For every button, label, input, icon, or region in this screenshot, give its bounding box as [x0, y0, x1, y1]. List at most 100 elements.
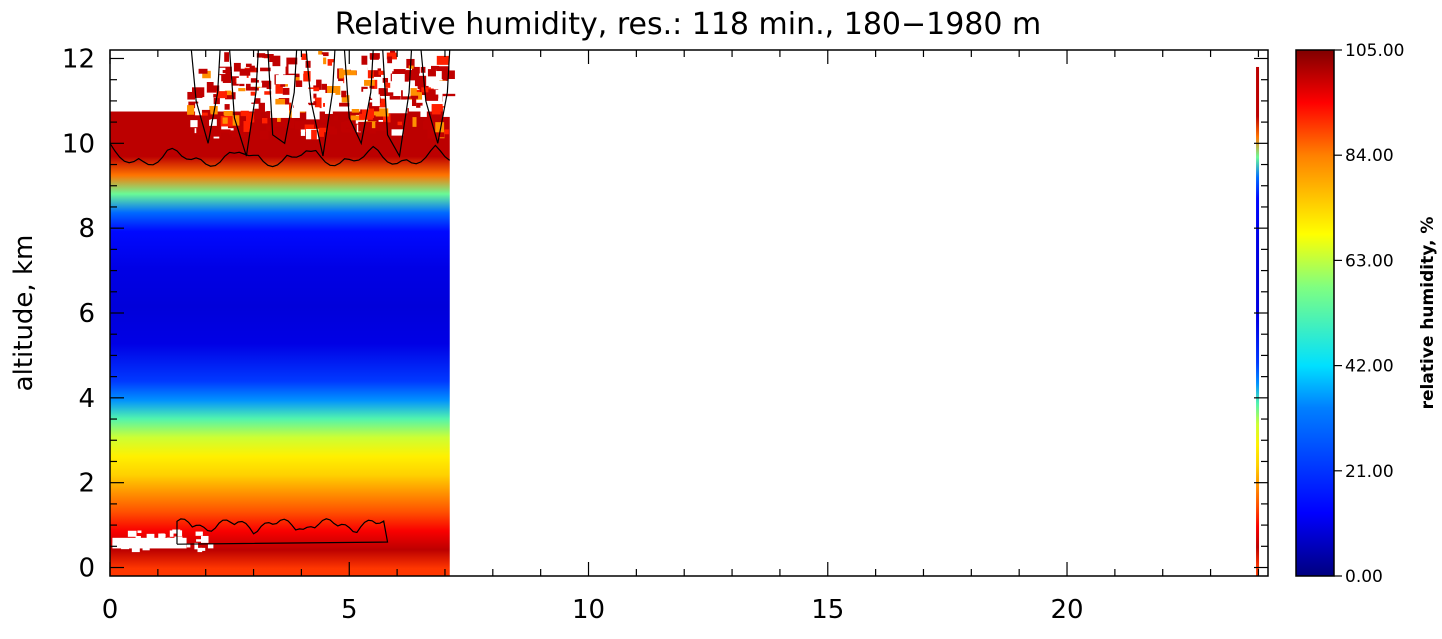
speckle-gap [343, 62, 362, 70]
speckle-cell [442, 96, 457, 104]
speckle-cell [187, 105, 195, 115]
speckle-cell [414, 75, 427, 87]
speckle-cell [444, 129, 449, 135]
speckle-cell [300, 124, 315, 132]
speckle-gap [194, 542, 199, 550]
speckle-cell [416, 102, 423, 108]
speckle-cell [284, 123, 294, 129]
speckle-cell [341, 95, 350, 103]
speckle-cell [327, 59, 335, 66]
speckle-gap [324, 103, 333, 114]
speckle-gap [435, 89, 443, 95]
speckle-gap [174, 536, 183, 539]
speckle-cell [249, 65, 255, 72]
speckle-cell [403, 94, 412, 100]
speckle-gap [135, 535, 141, 543]
speckle-cell [378, 88, 388, 96]
speckle-gap [442, 107, 461, 117]
speckle-cell [373, 108, 388, 116]
speckle-gap [293, 104, 309, 112]
speckle-cell [198, 68, 208, 74]
speckle-cell [415, 97, 425, 106]
y-axis-label: altitude, km [9, 235, 39, 392]
speckle-cell [351, 109, 360, 113]
speckle-cell [272, 55, 281, 67]
speckle-cell [238, 88, 246, 92]
speckle-cell [294, 121, 305, 130]
speckle-gap [242, 97, 255, 103]
speckle-cell [239, 68, 251, 76]
speckle-gap [297, 89, 314, 103]
speckle-gap [391, 73, 405, 86]
speckle-cell [341, 90, 347, 98]
colorbar-tick-label: 63.00 [1345, 251, 1394, 271]
speckle-cell [412, 117, 417, 127]
speckle-cell [303, 71, 311, 82]
speckle-cell [345, 70, 357, 78]
speckle-gap [197, 547, 203, 553]
y-tick-label: 2 [78, 469, 95, 499]
speckle-cell [344, 120, 351, 128]
speckle-cell [361, 108, 375, 119]
speckle-gap [172, 529, 181, 534]
speckle-cell [231, 76, 239, 86]
speckle-gap [142, 547, 150, 551]
speckle-cell [222, 117, 228, 124]
x-tick-label: 20 [1050, 595, 1083, 625]
speckle-cell [208, 125, 221, 137]
speckle-cell [436, 55, 450, 65]
y-tick-label: 8 [78, 214, 95, 244]
speckle-cell [261, 118, 268, 124]
speckle-cell [251, 98, 261, 104]
speckle-cell [386, 52, 397, 60]
speckle-cell [358, 56, 364, 62]
speckle-cell [258, 102, 265, 112]
speckle-cell [259, 130, 269, 140]
speckle-cell [250, 91, 256, 96]
speckle-gap [200, 547, 206, 551]
speckle-cell [286, 57, 298, 68]
speckle-cell [208, 96, 213, 105]
colorbar-tick-label: 42.00 [1345, 357, 1394, 377]
speckle-gap [160, 533, 166, 538]
y-tick-label: 12 [62, 44, 95, 74]
speckle-gap [158, 533, 164, 539]
speckle-cell [427, 69, 436, 77]
speckle-cell [397, 85, 405, 95]
speckle-cell [364, 79, 375, 86]
speckle-cell [269, 56, 276, 63]
colorbar-tick-label: 105.00 [1345, 41, 1404, 61]
speckle-cell [206, 81, 220, 93]
speckle-gap [147, 534, 154, 541]
plot-area [110, 50, 1260, 576]
speckle-cell [341, 122, 346, 132]
speckle-cell [210, 119, 215, 129]
speckle-gap [147, 538, 155, 545]
speckle-cell [321, 83, 327, 90]
x-tick-label: 0 [102, 595, 119, 625]
speckle-cell [282, 87, 290, 95]
speckle-cell [378, 70, 385, 75]
speckle-cell [408, 65, 414, 69]
lower-cloud-speckle [112, 529, 214, 553]
speckle-cell [326, 126, 335, 131]
speckle-cell [224, 90, 232, 96]
speckle-cell [369, 129, 376, 134]
speckle-gap [270, 104, 290, 118]
y-tick-label: 10 [62, 129, 95, 159]
speckle-cell [245, 63, 252, 67]
speckle-cell [436, 66, 450, 72]
speckle-cell [275, 98, 286, 105]
y-tick-label: 0 [78, 554, 95, 584]
speckle-cell [411, 64, 420, 74]
speckle-cell [311, 64, 318, 69]
edge-data-column [1256, 66, 1260, 576]
upper-cloud-contour [110, 50, 451, 168]
speckle-cell [387, 56, 393, 66]
speckle-cell [358, 121, 372, 132]
speckle-cell [311, 129, 317, 140]
speckle-gap [236, 77, 251, 84]
speckle-cell [366, 102, 380, 112]
speckle-gap [420, 105, 427, 117]
